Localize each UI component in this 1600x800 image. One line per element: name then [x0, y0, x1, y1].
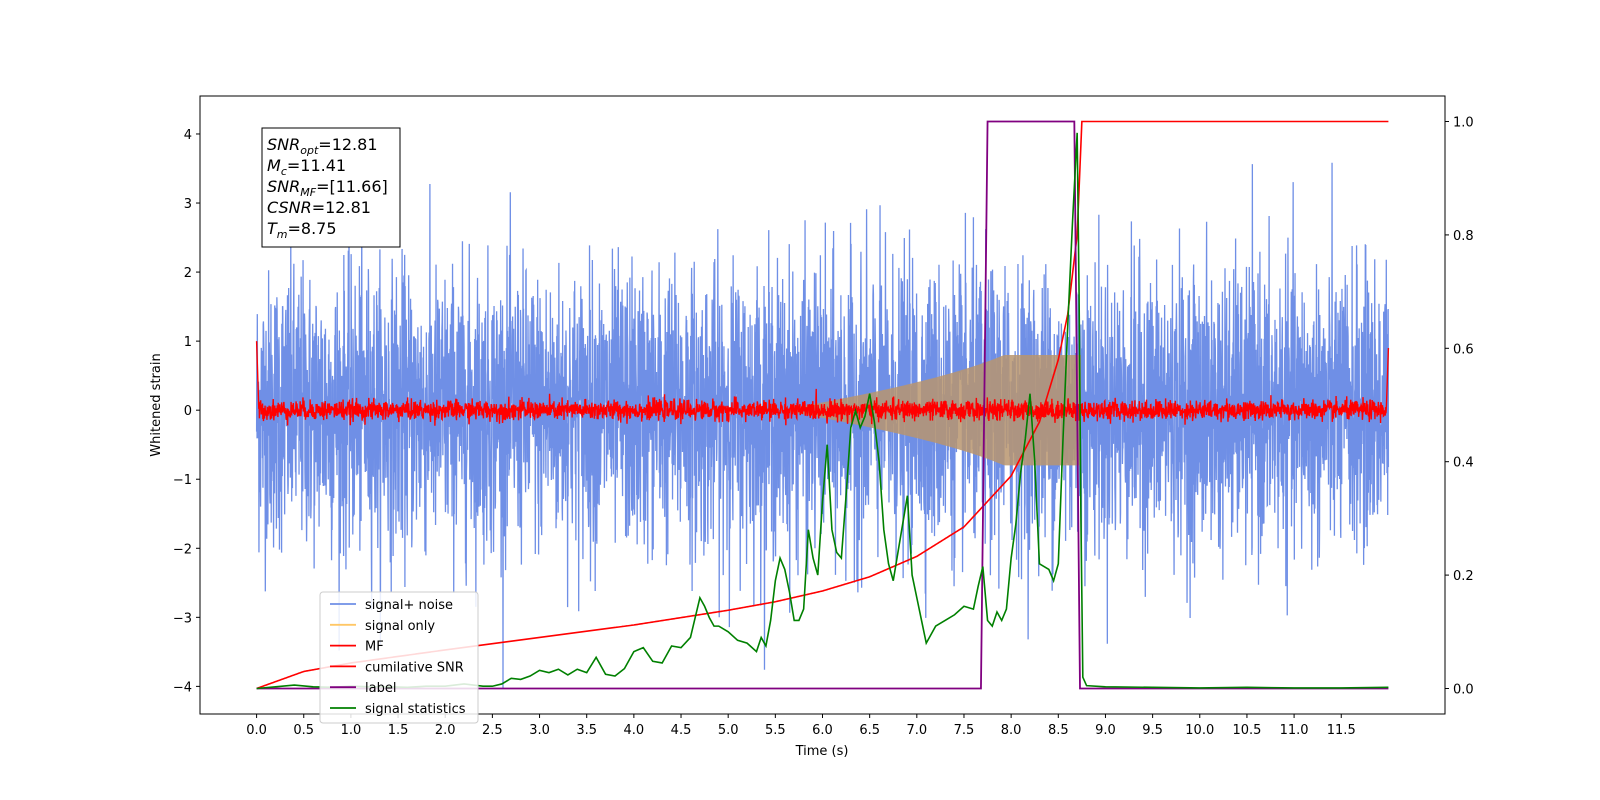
y-tick-label: 2	[184, 266, 192, 281]
annotation-line: SNRopt=12.81	[267, 135, 378, 157]
x-tick-label: 4.0	[624, 723, 645, 738]
annotation-var: M	[267, 156, 281, 175]
x-tick-label: 6.0	[812, 723, 833, 738]
x-tick-label: 3.0	[529, 723, 550, 738]
annotation-box: SNRopt=12.81Mc=11.41SNRMF=[11.66]CSNR=12…	[261, 127, 401, 248]
x-tick-label: 3.5	[576, 723, 597, 738]
annotation-value: =12.81	[312, 198, 371, 217]
x-tick-label: 8.0	[1001, 723, 1022, 738]
x-tick-label: 10.0	[1185, 723, 1214, 738]
legend-label: MF	[365, 640, 384, 655]
annotation-frame	[261, 127, 401, 248]
series-mf-line	[255, 341, 1390, 426]
x-tick-label: 2.0	[435, 723, 456, 738]
legend-frame	[319, 591, 479, 724]
signal-noise-layer	[255, 162, 1390, 688]
annotation-value: =11.41	[287, 156, 346, 175]
y2-tick-label: 1.0	[1453, 116, 1474, 131]
annotation-sub: MF	[300, 186, 316, 199]
legend-label: cumilative SNR	[365, 660, 464, 675]
y-axis-left: −4 −3 −2 −1 0 1 2 3 4	[173, 128, 200, 695]
mf-layer	[255, 341, 1390, 426]
x-tick-label: 2.5	[482, 723, 503, 738]
annotation-line: SNRMF=[11.66]	[267, 177, 388, 199]
annotation-sub: c	[281, 165, 287, 178]
x-tick-label: 1.5	[388, 723, 409, 738]
annotation-value: =[11.66]	[316, 177, 388, 196]
y-tick-label: −4	[173, 680, 192, 695]
annotation-var: CSNR	[267, 198, 312, 217]
x-axis-label: Time (s)	[795, 744, 849, 759]
x-tick-label: 6.5	[859, 723, 880, 738]
y-tick-label: 3	[184, 197, 192, 212]
y2-tick-label: 0.4	[1453, 456, 1474, 471]
x-axis: 0.0 0.5 1.0 1.5 2.0 2.5 3.0 3.5 4.0 4.5 5.0 5.5 6.0 6…	[246, 714, 1356, 738]
x-tick-label: 0.5	[293, 723, 314, 738]
annotation-var: T	[267, 219, 278, 238]
annotation-var: SNR	[267, 177, 300, 196]
legend-label: label	[365, 681, 396, 696]
annotation-sub: opt	[300, 144, 319, 157]
y-tick-label: −1	[173, 473, 192, 488]
legend-label: signal statistics	[365, 702, 466, 717]
x-tick-label: 5.0	[718, 723, 739, 738]
y-tick-label: 4	[184, 128, 192, 143]
annotation-line: CSNR=12.81	[267, 198, 371, 217]
x-tick-label: 5.5	[765, 723, 786, 738]
x-tick-label: 7.5	[954, 723, 975, 738]
series-signal-noise-line	[255, 162, 1390, 688]
x-tick-label: 9.5	[1142, 723, 1163, 738]
annotation-value: =12.81	[318, 135, 377, 154]
y-tick-label: 0	[184, 404, 192, 419]
x-tick-label: 10.5	[1232, 723, 1261, 738]
annotation-var: SNR	[267, 135, 300, 154]
y-axis-label: Whitened strain	[149, 353, 164, 456]
y2-tick-label: 0.6	[1453, 342, 1474, 357]
annotation-value: =8.75	[288, 219, 337, 238]
y-tick-label: −3	[173, 611, 192, 626]
legend-label: signal+ noise	[365, 598, 453, 613]
x-tick-label: 0.0	[246, 723, 267, 738]
legend-label: signal only	[365, 619, 435, 634]
annotation-line: Mc=11.41	[267, 156, 346, 178]
x-tick-label: 11.5	[1327, 723, 1356, 738]
y2-tick-label: 0.8	[1453, 229, 1474, 244]
series-signal-statistics-line	[256, 132, 1389, 690]
legend: signal+ noise signal only MF cumilative SNR…	[319, 591, 479, 724]
x-tick-label: 7.0	[906, 723, 927, 738]
x-tick-label: 9.0	[1095, 723, 1116, 738]
y-tick-label: 1	[184, 335, 192, 350]
annotation-sub: m	[277, 228, 288, 241]
y2-tick-label: 0.2	[1453, 569, 1474, 584]
series-label-line	[256, 120, 1389, 690]
y2-tick-label: 0.0	[1453, 682, 1474, 697]
x-tick-label: 11.0	[1280, 723, 1309, 738]
x-tick-label: 1.0	[341, 723, 362, 738]
y-axis-right: 0.0 0.2 0.4 0.6 0.8 1.0	[1445, 116, 1474, 697]
annotation-line: Tm=8.75	[267, 219, 337, 241]
y-tick-label: −2	[173, 542, 192, 557]
x-tick-label: 8.5	[1048, 723, 1069, 738]
x-tick-label: 4.5	[671, 723, 692, 738]
